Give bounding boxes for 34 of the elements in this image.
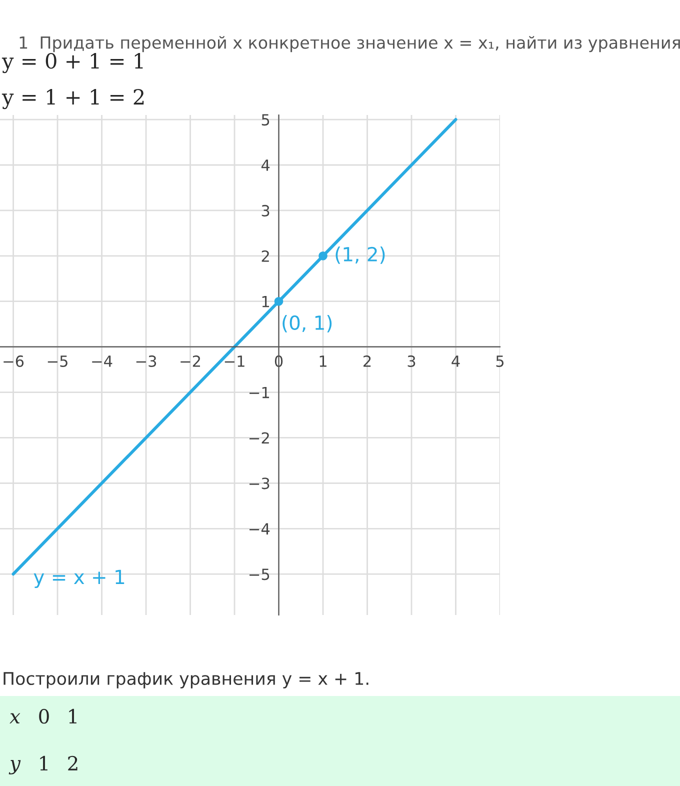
x-tick-label: −5 xyxy=(48,356,68,367)
text: Построили график уравнения y = x + 1. xyxy=(4,672,368,688)
data-label: (0, 1) xyxy=(282,315,332,332)
text: 1 xyxy=(40,756,48,770)
y-tick-label: 4 xyxy=(261,160,270,171)
text: 1 xyxy=(69,708,76,724)
text: y xyxy=(8,760,21,774)
text: y = 0 + 1 = 1 xyxy=(2,52,143,74)
y-tick-label: 1 xyxy=(262,296,270,308)
x-tick-label: −6 xyxy=(4,355,24,367)
data-label: (1, 2) xyxy=(336,246,385,264)
y-tick-label: −4 xyxy=(250,523,270,534)
y-tick-label: −3 xyxy=(250,478,270,490)
y-tick-label: −5 xyxy=(250,568,270,580)
y-tick-label: 2 xyxy=(262,250,269,262)
x-tick-label: 5 xyxy=(496,356,504,367)
text: y = 1 + 1 = 2 xyxy=(2,88,144,110)
y-tick-label: −2 xyxy=(250,432,269,444)
y-tick-label: 5 xyxy=(262,114,270,126)
x-tick-label: −1 xyxy=(224,356,244,367)
x-tick-label: 3 xyxy=(408,355,416,367)
text: 1 Придать переменной x конкретное значение x = x₁, найти из уравнения xyxy=(20,36,680,52)
y-tick-label: 3 xyxy=(262,204,270,216)
x-tick-label: 4 xyxy=(452,356,460,367)
text: 2 xyxy=(68,756,78,770)
x-tick-label: −4 xyxy=(92,356,112,367)
text: x xyxy=(10,713,20,724)
x-tick-label: 1 xyxy=(320,356,326,367)
x-tick-label: −2 xyxy=(180,355,200,367)
text: 0 xyxy=(39,708,49,724)
x-tick-label: −3 xyxy=(136,355,156,367)
x-tick-label: 2 xyxy=(364,355,371,367)
y-tick-label: −1 xyxy=(250,386,270,398)
series-label: y = x + 1 xyxy=(34,570,124,588)
